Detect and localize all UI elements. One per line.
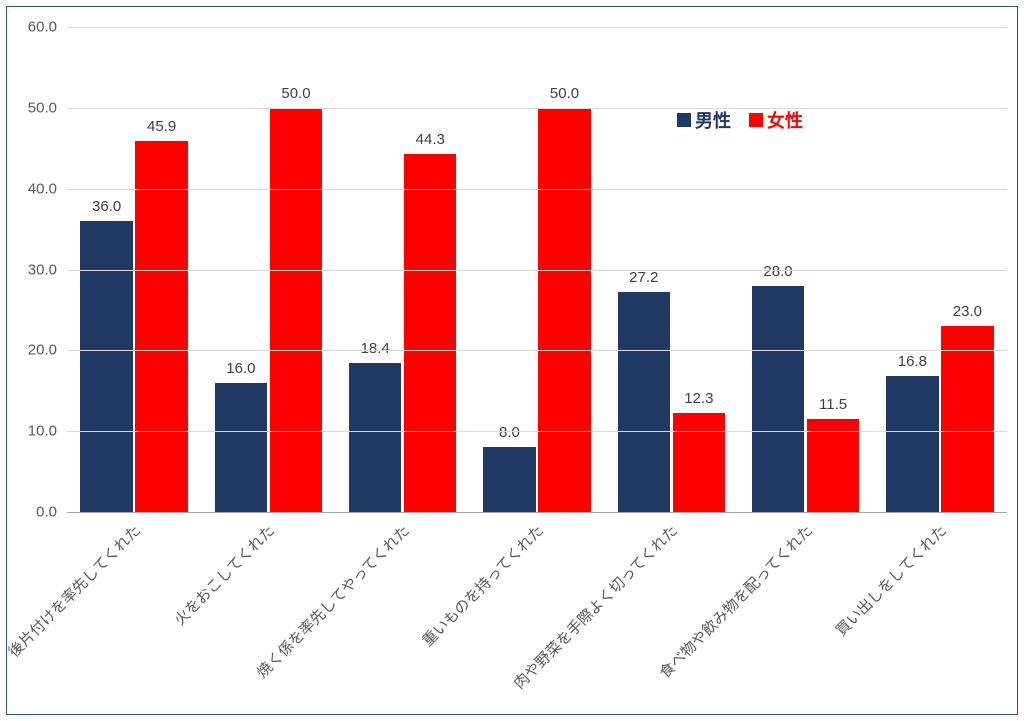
chart-frame: 36.0 45.9 16.0 50.0 18.4 44.3 8.0 50.0 27.2 12.3 2…	[6, 6, 1018, 715]
legend: 男性 女性	[677, 107, 803, 133]
bar-男性	[886, 376, 938, 512]
y-tick-label: 0.0	[7, 504, 57, 521]
x-tick-label: 買い出しをしてくれた	[830, 520, 950, 640]
x-tick-label: 重いものを持ってくれた	[417, 520, 548, 651]
bar-value-label: 23.0	[953, 303, 982, 320]
legend-label: 女性	[767, 107, 803, 133]
y-tick-label: 30.0	[7, 261, 57, 278]
gridline	[67, 108, 1007, 109]
bar-value-label: 50.0	[281, 85, 310, 102]
y-tick-label: 60.0	[7, 19, 57, 36]
bar-value-label: 12.3	[684, 390, 713, 407]
bar-value-label: 44.3	[416, 131, 445, 148]
y-tick-label: 20.0	[7, 342, 57, 359]
y-tick-label: 50.0	[7, 99, 57, 116]
bar-value-label: 18.4	[361, 340, 390, 357]
legend-item: 女性	[749, 107, 803, 133]
x-tick-label: 焼く係を率先してやってくれた	[251, 520, 413, 682]
bar-value-label: 8.0	[499, 424, 520, 441]
bar-value-label: 11.5	[819, 396, 847, 413]
y-tick-label: 40.0	[7, 180, 57, 197]
bar-男性	[752, 286, 804, 512]
bar-女性	[135, 141, 187, 512]
y-tick-label: 10.0	[7, 423, 57, 440]
bar-女性	[538, 108, 590, 512]
bar-女性	[404, 154, 456, 512]
bar-value-label: 27.2	[629, 269, 658, 286]
legend-swatch	[677, 113, 691, 127]
bar-value-label: 28.0	[763, 263, 792, 280]
bar-男性	[215, 383, 267, 512]
gridline	[67, 512, 1007, 513]
bar-男性	[80, 221, 132, 512]
bar-男性	[349, 363, 401, 512]
bar-男性	[618, 292, 670, 512]
gridline	[67, 189, 1007, 190]
legend-label: 男性	[695, 107, 731, 133]
bar-value-label: 50.0	[550, 85, 579, 102]
bar-女性	[270, 108, 322, 512]
bar-女性	[673, 413, 725, 512]
bar-value-label: 16.0	[226, 360, 255, 377]
gridline	[67, 431, 1007, 432]
gridline	[67, 270, 1007, 271]
bar-女性	[941, 326, 993, 512]
gridline	[67, 350, 1007, 351]
bar-男性	[483, 447, 535, 512]
legend-swatch	[749, 113, 763, 127]
bar-value-label: 45.9	[147, 118, 176, 135]
bar-value-label: 36.0	[92, 198, 121, 215]
bar-女性	[807, 419, 859, 512]
x-tick-label: 後片付けを率先してくれた	[3, 520, 144, 661]
x-tick-label: 火をおこしてくれた	[170, 520, 280, 630]
gridline	[67, 27, 1007, 28]
bar-value-label: 16.8	[898, 353, 927, 370]
x-tick-label: 食べ物や飲み物を配ってくれた	[654, 520, 817, 683]
legend-item: 男性	[677, 107, 731, 133]
